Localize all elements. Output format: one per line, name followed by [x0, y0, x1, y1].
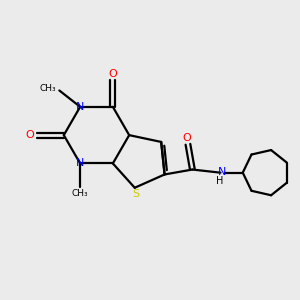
Text: N: N	[218, 167, 227, 177]
Text: O: O	[109, 69, 117, 79]
Text: CH₃: CH₃	[72, 189, 88, 198]
Text: CH₃: CH₃	[40, 84, 56, 93]
Text: O: O	[182, 133, 191, 143]
Text: S: S	[133, 189, 140, 199]
Text: N: N	[76, 158, 84, 169]
Text: N: N	[76, 102, 84, 112]
Text: O: O	[25, 130, 34, 140]
Text: H: H	[216, 176, 223, 186]
